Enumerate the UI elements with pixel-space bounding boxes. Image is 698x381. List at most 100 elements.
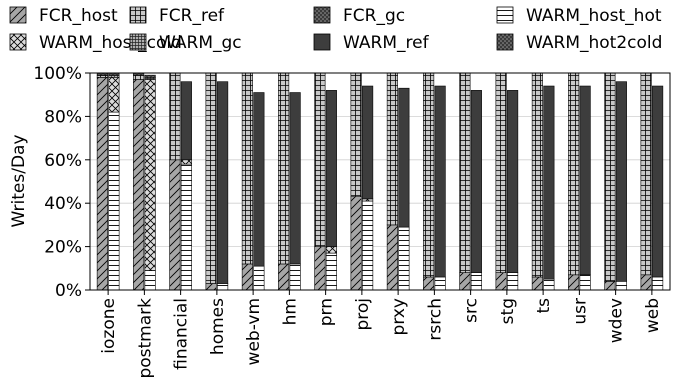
axes: 0% 20% 40% 60% 80% 100% iozone postmark financia… xyxy=(33,64,671,379)
legend-swatch-warm-ref xyxy=(313,33,331,51)
bar-segment-src-fcr-ref xyxy=(459,72,471,273)
category-postmark xyxy=(133,72,156,291)
category-web-vm xyxy=(241,72,265,291)
bar-segment-usr-warm-host-hot xyxy=(579,274,591,291)
legend-item-warm-host-cold: WARM_host_cold xyxy=(9,33,182,53)
x-tick-label-stg: stg xyxy=(498,298,518,324)
bar-segment-web-warm-host-hot xyxy=(652,276,664,291)
bar-segment-prn-fcr-ref xyxy=(314,72,326,247)
legend-swatch-warm-hot2cold xyxy=(496,33,514,51)
bar-segment-postmark-fcr-ref xyxy=(133,74,145,80)
bar-segment-usr-warm-ref xyxy=(579,85,591,276)
bar-segment-homes-warm-host-hot xyxy=(217,283,229,291)
x-tick-label-rsrch: rsrch xyxy=(425,298,445,341)
x-tick-label-financial: financial xyxy=(172,298,192,370)
bar-segment-financial-warm-ref xyxy=(180,81,192,161)
legend-label-warm-host-hot: WARM_host_hot xyxy=(526,6,662,26)
legend-swatch-warm-host-cold xyxy=(9,33,27,51)
bar-segment-prn-warm-host-cold xyxy=(325,246,337,254)
legend-label-fcr-gc: FCR_gc xyxy=(343,6,405,26)
legend-swatch-warm-gc xyxy=(129,33,147,51)
category-prn xyxy=(314,72,337,291)
bar-segment-financial-warm-host-hot xyxy=(180,163,192,291)
bar-segment-src-warm-ref xyxy=(470,90,482,273)
bar-segment-prxy-warm-ref xyxy=(398,87,410,228)
x-tick-label-web-vm: web-vm xyxy=(244,298,264,365)
bar-segment-web-fcr-host xyxy=(640,274,652,291)
bar-segment-wdev-warm-ref xyxy=(615,81,627,282)
legend-swatch-fcr-ref xyxy=(129,6,147,24)
x-tick-label-prxy: prxy xyxy=(389,298,409,335)
bar-segment-proj-warm-host-hot xyxy=(362,200,374,291)
legend-label-warm-hot2cold: WARM_hot2cold xyxy=(526,33,662,53)
bar-segment-iozone-fcr-host xyxy=(96,77,108,291)
bar-segment-web-vm-warm-host-hot xyxy=(253,265,265,291)
bar-segment-prn-fcr-host xyxy=(314,246,326,291)
bar-segment-stg-fcr-host xyxy=(495,272,507,291)
legend-item-warm-hot2cold: WARM_hot2cold xyxy=(496,33,662,53)
bar-segment-iozone-fcr-ref xyxy=(96,74,108,78)
legend-swatch-warm-host-hot xyxy=(496,6,514,24)
x-tick-label-iozone: iozone xyxy=(99,298,119,354)
bar-segment-postmark-warm-host-hot xyxy=(144,270,156,291)
bar-segment-financial-fcr-ref xyxy=(169,72,181,161)
bar-segment-wdev-warm-host-hot xyxy=(615,281,627,291)
legend-swatch-fcr-host xyxy=(9,6,27,24)
category-ts xyxy=(531,72,555,291)
bars xyxy=(96,72,664,291)
legend-item-fcr-host: FCR_host xyxy=(9,6,118,26)
bar-segment-postmark-fcr-host xyxy=(133,79,145,291)
bar-segment-stg-fcr-ref xyxy=(495,72,507,273)
bar-segment-wdev-fcr-ref xyxy=(604,72,616,282)
y-tick-label: 40% xyxy=(44,194,82,214)
bar-segment-usr-fcr-ref xyxy=(568,72,580,276)
bar-segment-wdev-fcr-host xyxy=(604,281,616,291)
y-axis-label: Writes/Day xyxy=(9,134,29,227)
category-web xyxy=(640,72,664,291)
legend-item-warm-gc: WARM_gc xyxy=(129,33,242,53)
x-tick-label-src: src xyxy=(462,298,482,323)
legend-swatch-fcr-gc xyxy=(313,6,331,24)
bar-segment-rsrch-warm-host-hot xyxy=(434,276,446,291)
bar-segment-web-fcr-ref xyxy=(640,72,652,276)
bar-segment-web-warm-ref xyxy=(652,85,664,278)
bar-segment-postmark-warm-hot2cold xyxy=(144,74,156,78)
y-tick-label: 80% xyxy=(44,107,82,127)
legend-item-fcr-gc: FCR_gc xyxy=(313,6,405,26)
bar-segment-hm-warm-ref xyxy=(289,92,301,265)
x-tick-label-usr: usr xyxy=(570,298,590,325)
bar-segment-rsrch-fcr-host xyxy=(423,276,435,291)
bar-segment-web-vm-fcr-ref xyxy=(241,72,253,265)
category-proj xyxy=(350,72,374,291)
x-tick-label-homes: homes xyxy=(208,298,228,355)
plot-frame xyxy=(89,72,671,291)
x-tick-label-web: web xyxy=(643,298,663,333)
bar-segment-proj-warm-host-cold xyxy=(362,198,374,202)
x-tick-label-wdev: wdev xyxy=(607,298,627,343)
bar-segment-src-fcr-host xyxy=(459,272,471,291)
bar-segment-postmark-warm-gc xyxy=(144,77,156,80)
bar-segment-hm-warm-host-hot xyxy=(289,263,301,291)
bar-segment-financial-fcr-host xyxy=(169,159,181,291)
bar-segment-stg-warm-host-hot xyxy=(507,272,519,291)
y-tick-label: 0% xyxy=(55,281,82,301)
category-financial xyxy=(169,72,192,291)
category-rsrch xyxy=(423,72,446,291)
x-tick-label-ts: ts xyxy=(534,298,554,314)
y-tick-label: 100% xyxy=(33,64,82,84)
category-wdev xyxy=(604,72,627,291)
bar-segment-prxy-warm-host-hot xyxy=(398,226,410,291)
bar-segment-src-warm-host-hot xyxy=(470,272,482,291)
bar-segment-ts-warm-ref xyxy=(543,85,555,280)
bar-segment-financial-warm-host-cold xyxy=(180,159,192,165)
legend-item-fcr-ref: FCR_ref xyxy=(129,6,225,26)
bar-segment-proj-fcr-host xyxy=(350,196,362,291)
bar-segment-ts-warm-host-hot xyxy=(543,278,555,291)
bar-segment-prn-warm-host-hot xyxy=(325,252,337,291)
x-tick-label-postmark: postmark xyxy=(135,298,155,379)
bar-segment-stg-warm-ref xyxy=(507,90,519,273)
y-tick-label: 60% xyxy=(44,151,82,171)
category-src xyxy=(459,72,482,291)
category-prxy xyxy=(386,72,410,291)
bar-segment-prn-warm-ref xyxy=(325,90,337,247)
